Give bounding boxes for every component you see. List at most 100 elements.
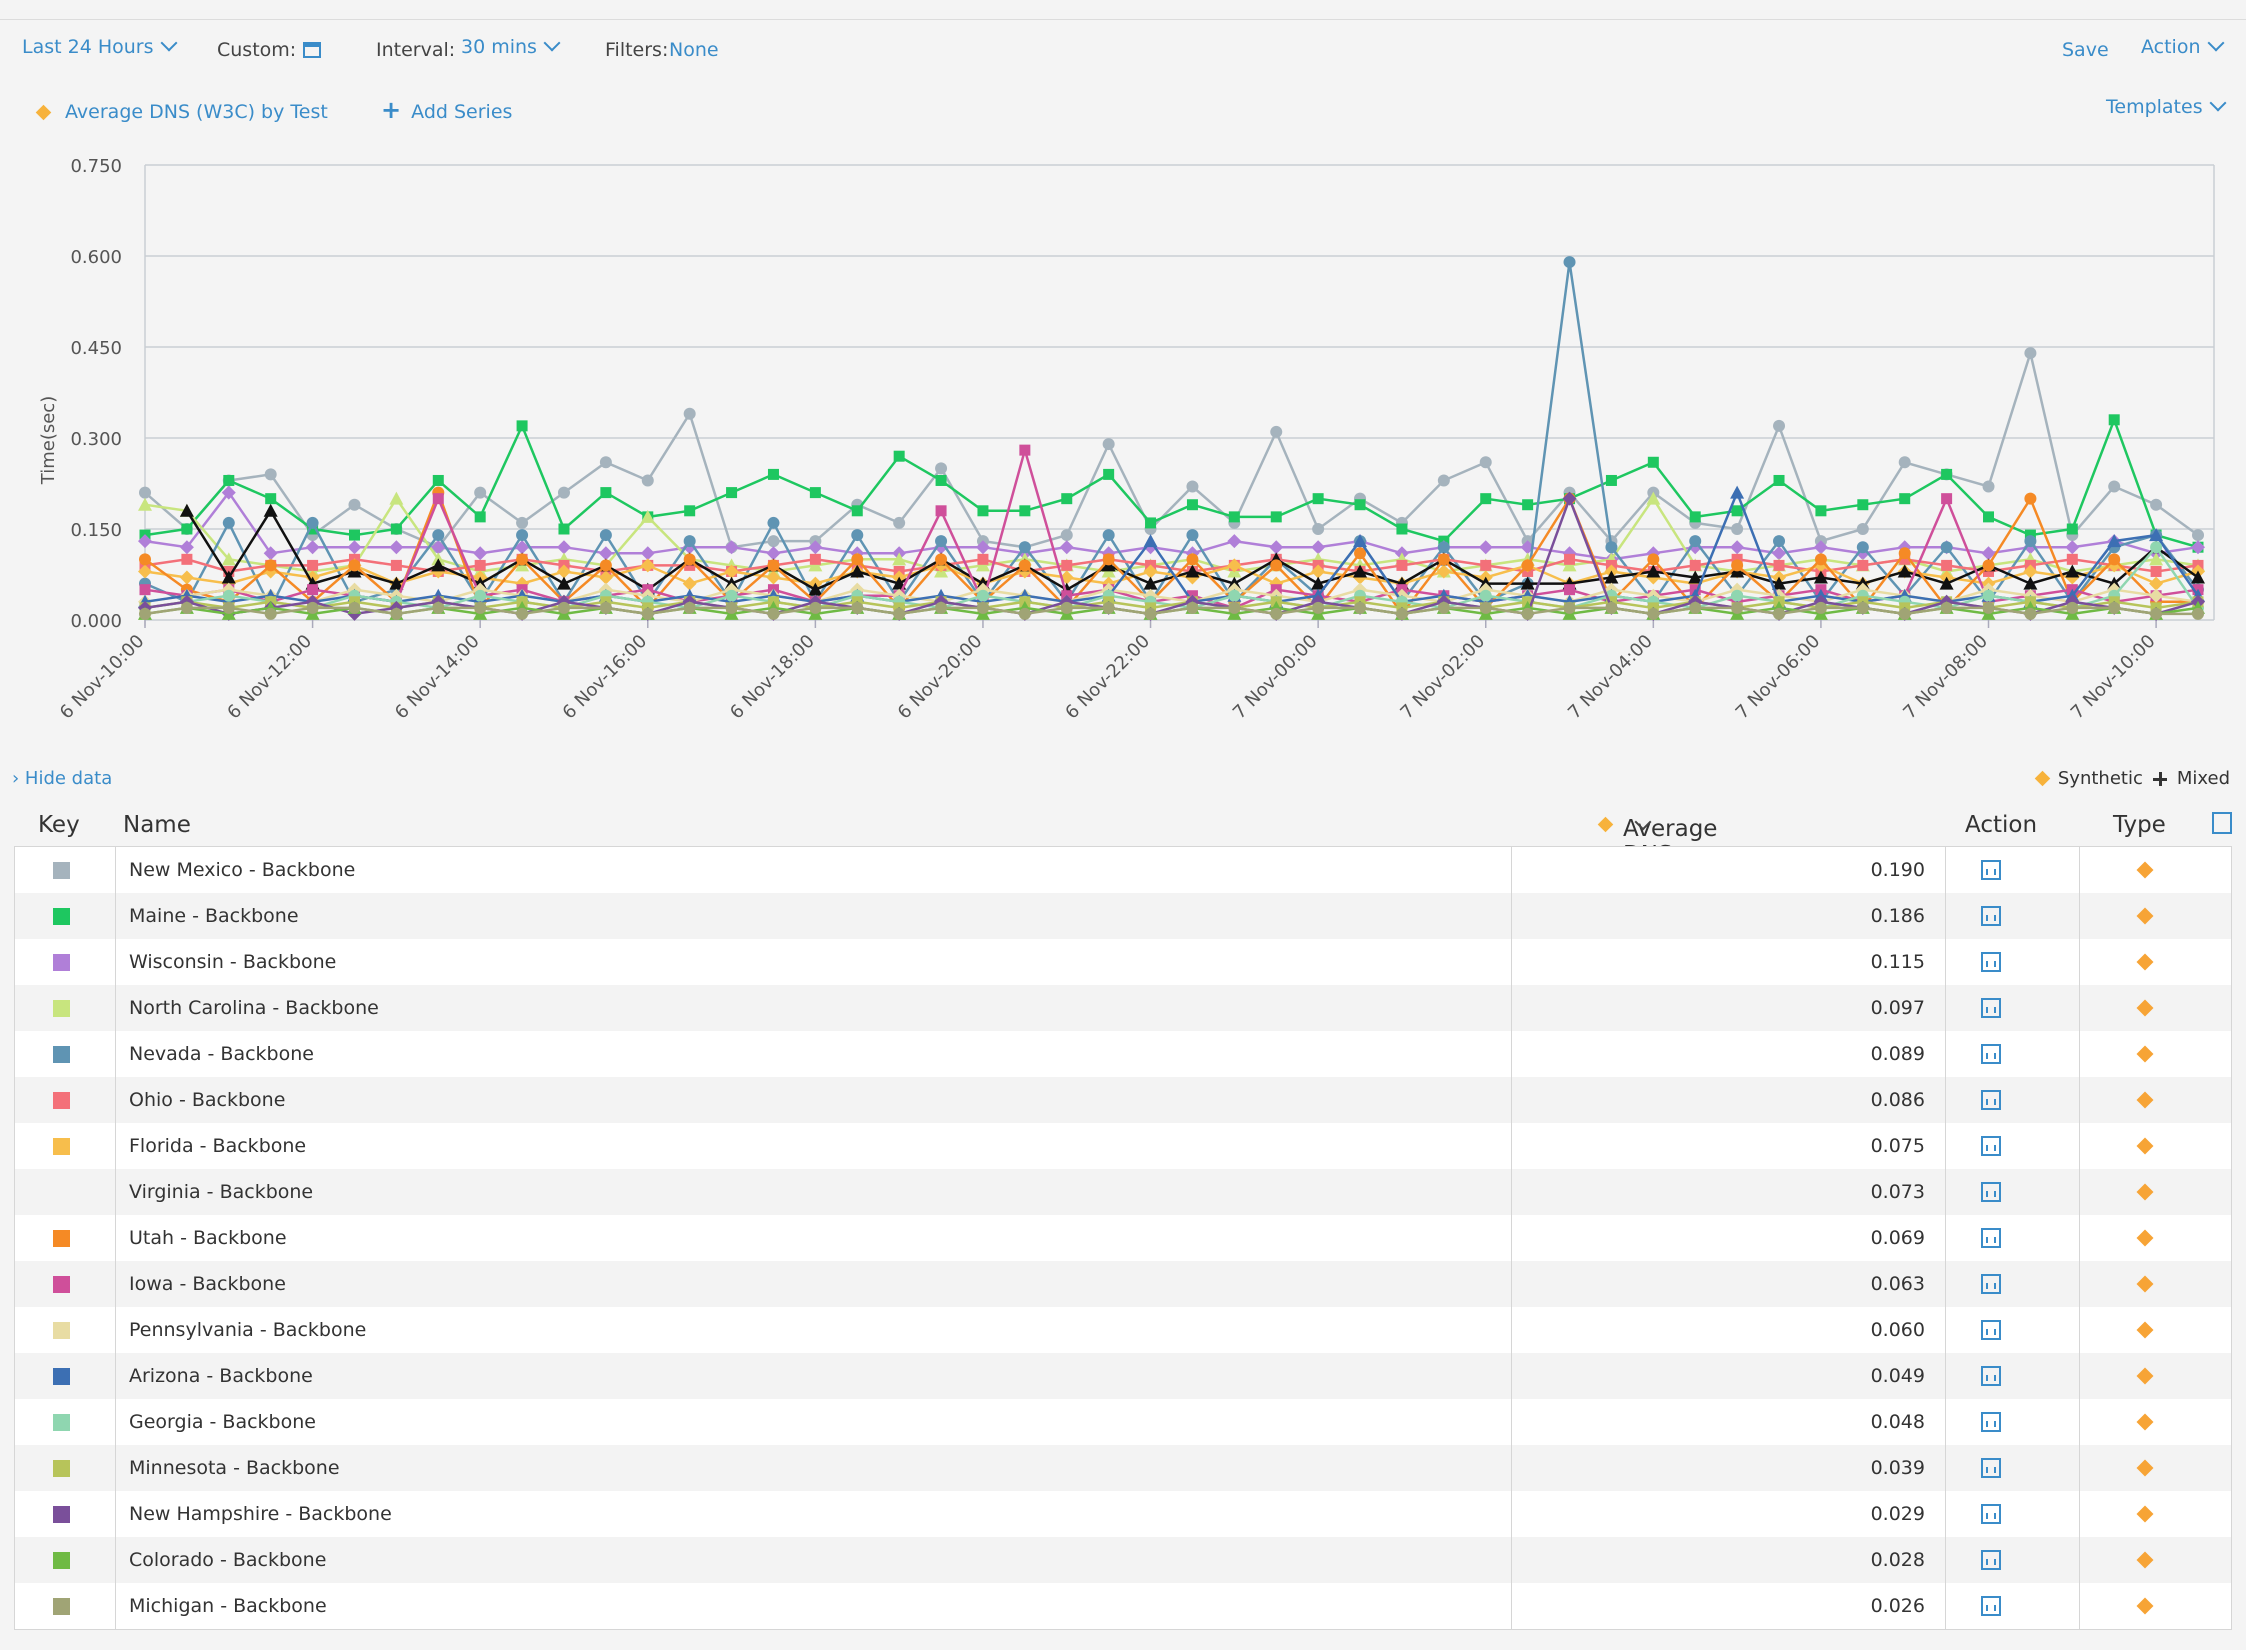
series-selector[interactable]: Average DNS (W3C) by Test (35, 100, 328, 124)
templates-dropdown[interactable]: Templates (2106, 94, 2227, 119)
cell-divider (1511, 1445, 1946, 1491)
chart-action-icon[interactable] (1981, 998, 2001, 1018)
data-point (1522, 499, 1534, 511)
col-type: Type (2113, 812, 2166, 838)
series-color-key[interactable] (53, 1368, 70, 1385)
data-point (682, 576, 697, 591)
data-point (1270, 607, 1283, 620)
test-name: New Hampshire - Backbone (129, 1503, 392, 1525)
chart-action-icon[interactable] (1981, 1458, 2001, 1478)
cell-divider (115, 1169, 1512, 1215)
series-color-key[interactable] (53, 1460, 70, 1477)
table-row[interactable]: Florida - Backbone 0.075 (15, 1123, 2231, 1169)
table-row[interactable]: Virginia - Backbone 0.073 (15, 1169, 2231, 1215)
chart-action-icon[interactable] (1981, 1044, 2001, 1064)
cell-divider (1511, 1123, 1946, 1169)
series-color-key[interactable] (53, 1506, 70, 1523)
data-point (641, 474, 654, 487)
table-row[interactable]: Utah - Backbone 0.069 (15, 1215, 2231, 1261)
table-row[interactable]: Pennsylvania - Backbone 0.060 (15, 1307, 2231, 1353)
data-point (1941, 559, 1953, 571)
table-row[interactable]: Minnesota - Backbone 0.039 (15, 1445, 2231, 1491)
col-name[interactable]: Name (123, 812, 191, 838)
series-color-key[interactable] (53, 1414, 70, 1431)
data-point (977, 553, 989, 565)
data-point (1311, 564, 1326, 579)
edit-columns-icon[interactable] (2212, 812, 2232, 834)
chart-action-icon[interactable] (1981, 1182, 2001, 1202)
table-row[interactable]: North Carolina - Backbone 0.097 (15, 985, 2231, 1031)
series-color-key[interactable] (53, 1092, 70, 1109)
data-point (2192, 607, 2204, 620)
chart-action-icon[interactable] (1981, 1412, 2001, 1432)
chart-action-icon[interactable] (1981, 1136, 2001, 1156)
interval-dropdown[interactable]: 30 mins (461, 34, 561, 59)
data-point (307, 523, 319, 535)
data-point (935, 535, 948, 548)
chart-action-icon[interactable] (1981, 1366, 2001, 1386)
table-row[interactable]: Nevada - Backbone 0.089 (15, 1031, 2231, 1077)
chart-action-icon[interactable] (1981, 1274, 2001, 1294)
save-button[interactable]: Save (2062, 39, 2109, 61)
legend-mixed: Mixed (2176, 768, 2230, 789)
series-color-key[interactable] (53, 1138, 70, 1155)
chart-action-icon[interactable] (1981, 1550, 2001, 1570)
data-point (1605, 474, 1617, 486)
table-row[interactable]: Colorado - Backbone 0.028 (15, 1537, 2231, 1583)
data-point (809, 487, 821, 499)
series-color-key[interactable] (53, 1046, 70, 1063)
table-row[interactable]: Iowa - Backbone 0.063 (15, 1261, 2231, 1307)
table-row[interactable]: Maine - Backbone 0.186 (15, 893, 2231, 939)
chart-action-icon[interactable] (1981, 906, 2001, 926)
data-point (390, 559, 402, 571)
cell-divider (115, 1399, 1512, 1445)
col-metric[interactable]: Average DNS (W3C) (sec) (1597, 812, 1717, 920)
table-row[interactable]: Georgia - Backbone 0.048 (15, 1399, 2231, 1445)
chart-action-icon[interactable] (1981, 1596, 2001, 1616)
table-header: Key Name Average DNS (W3C) (sec) Action … (0, 808, 2246, 920)
data-point (1982, 559, 1995, 572)
cell-divider (1511, 1077, 1946, 1123)
test-name: Florida - Backbone (129, 1135, 307, 1157)
series-color-key[interactable] (53, 1598, 70, 1615)
data-point (264, 607, 277, 620)
data-point (808, 558, 823, 572)
table-row[interactable]: New Mexico - Backbone 0.190 (15, 847, 2231, 893)
table-row[interactable]: Arizona - Backbone 0.049 (15, 1353, 2231, 1399)
table-row[interactable]: Michigan - Backbone 0.026 (15, 1583, 2231, 1629)
chart-action-icon[interactable] (1981, 860, 2001, 880)
chart-action-icon[interactable] (1981, 1228, 2001, 1248)
data-table: New Mexico - Backbone 0.190 Maine - Backbo… (14, 846, 2232, 1630)
series-color-key[interactable] (53, 954, 70, 971)
series-color-key[interactable] (53, 1000, 70, 1017)
series-color-key[interactable] (53, 1230, 70, 1247)
data-point (1814, 601, 1827, 614)
data-point (179, 540, 194, 555)
chart-action-icon[interactable] (1981, 1090, 2001, 1110)
data-point (1228, 511, 1240, 523)
series-color-key[interactable] (53, 1276, 70, 1293)
series-color-key[interactable] (53, 1552, 70, 1569)
series-color-key[interactable] (53, 908, 70, 925)
chart-action-icon[interactable] (1981, 1504, 2001, 1524)
data-point (1689, 511, 1701, 523)
data-point (556, 564, 571, 579)
chart-action-icon[interactable] (1981, 1320, 2001, 1340)
chart-action-icon[interactable] (1981, 952, 2001, 972)
filters-value-link[interactable]: None (669, 39, 719, 61)
table-row[interactable]: New Hampshire - Backbone 0.029 (15, 1491, 2231, 1537)
data-point (1604, 570, 1619, 584)
hide-data-link[interactable]: › Hide data (12, 768, 113, 789)
add-series-button[interactable]: + Add Series (381, 98, 512, 124)
action-dropdown[interactable]: Action (2141, 34, 2225, 59)
series-color-key[interactable] (53, 1322, 70, 1339)
table-row[interactable]: Ohio - Backbone 0.086 (15, 1077, 2231, 1123)
data-point (684, 505, 696, 517)
time-range-dropdown[interactable]: Last 24 Hours (22, 34, 177, 59)
calendar-icon[interactable] (303, 38, 321, 62)
table-row[interactable]: Wisconsin - Backbone 0.115 (15, 939, 2231, 985)
data-point (432, 529, 445, 542)
metric-value: 0.048 (1870, 1411, 1925, 1433)
metric-value: 0.039 (1870, 1457, 1925, 1479)
series-color-key[interactable] (53, 862, 70, 879)
